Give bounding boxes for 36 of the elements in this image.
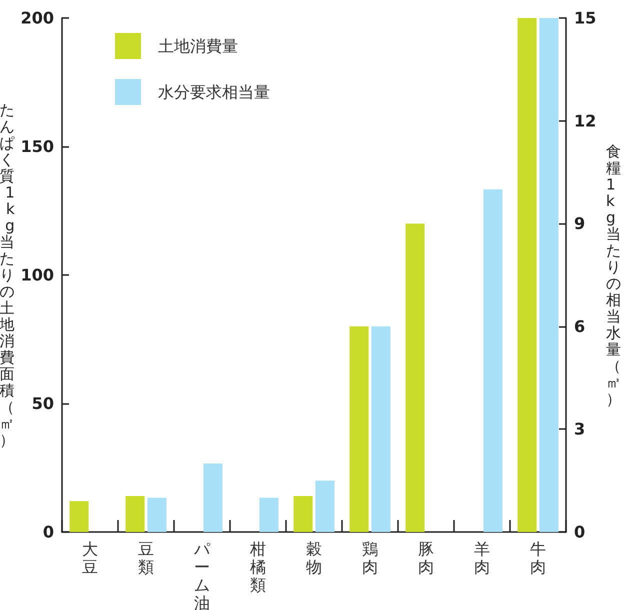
- x-tick-label: 豚肉: [418, 540, 434, 576]
- bar: [518, 18, 537, 532]
- y2-tick-label: 9: [574, 214, 586, 234]
- bar: [126, 496, 145, 532]
- x-tick-label: 柑橘類: [249, 540, 266, 594]
- x-tick-label: 豆類: [138, 540, 154, 576]
- y-tick-label: 50: [32, 394, 54, 413]
- text: 食糧1kg当たりの相当水量（㎥）: [606, 142, 621, 408]
- y2-tick-label: 12: [574, 111, 596, 130]
- bar: [371, 326, 390, 532]
- bar: [147, 498, 166, 532]
- y2-tick-label: 3: [574, 420, 586, 439]
- legend-label: 水分要求相当量: [158, 82, 270, 102]
- bar: [350, 326, 369, 532]
- bar: [70, 501, 89, 532]
- bar: [259, 498, 278, 532]
- x-tick-label: 鶏肉: [362, 540, 378, 576]
- y-tick-label: 150: [20, 137, 54, 156]
- bar: [315, 480, 334, 532]
- y-tick-label: 100: [20, 266, 54, 284]
- bar: [294, 496, 313, 532]
- bar: [406, 224, 425, 532]
- x-tick-label: 大豆: [82, 540, 98, 576]
- x-tick-label: 穀物: [306, 540, 322, 576]
- legend-label: 土地消費量: [158, 36, 238, 56]
- y2-tick-label: 6: [574, 316, 586, 336]
- bar: [483, 189, 502, 532]
- x-tick-label: 羊肉: [474, 540, 490, 576]
- x-tick-label: 牛肉: [530, 540, 546, 576]
- bar: [539, 18, 558, 532]
- y-tick-label: 0: [42, 522, 54, 542]
- y-tick-label: 200: [20, 8, 54, 28]
- bar: [203, 463, 222, 532]
- y2-tick-label: 0: [574, 522, 586, 542]
- text: たんぱく質1kg当たりの土地消費面積（㎡）: [0, 101, 15, 449]
- y2-tick-label: 15: [574, 8, 596, 28]
